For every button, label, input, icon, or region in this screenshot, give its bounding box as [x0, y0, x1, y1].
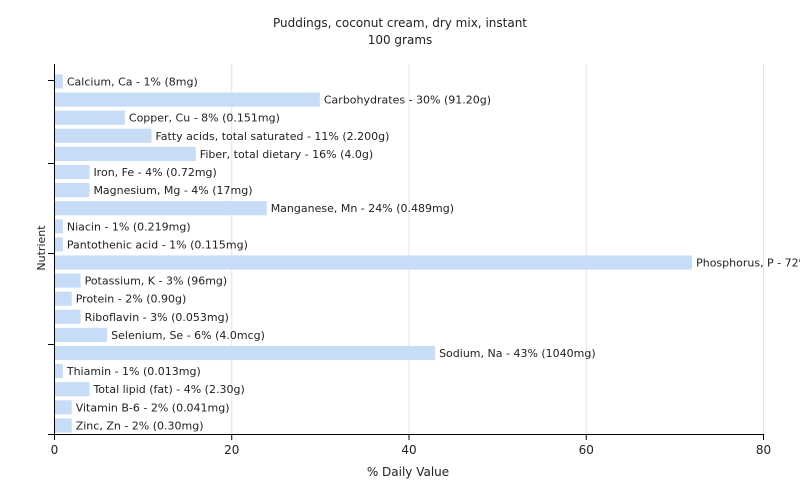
- bar-label: Niacin - 1% (0.219mg): [67, 220, 191, 233]
- x-tick-label: 20: [224, 443, 239, 457]
- bar-label: Iron, Fe - 4% (0.72mg): [93, 166, 216, 179]
- bar-label: Carbohydrates - 30% (91.20g): [324, 94, 491, 107]
- bar: [55, 400, 72, 415]
- axes: 0 20 40 60 80: [48, 64, 771, 457]
- chart-title: Puddings, coconut cream, dry mix, instan…: [273, 16, 527, 30]
- bar-label: Thiamin - 1% (0.013mg): [66, 365, 201, 378]
- bar: [55, 345, 436, 361]
- bar-label: Manganese, Mn - 24% (0.489mg): [271, 202, 454, 215]
- bar-label: Sodium, Na - 43% (1040mg): [439, 347, 596, 360]
- bar: [55, 146, 196, 161]
- bar-label: Selenium, Se - 6% (4.0mcg): [111, 329, 265, 342]
- bar: [55, 92, 320, 107]
- grid-lines: [54, 64, 764, 434]
- bar-label: Phosphorus, P - 72% (721mg): [696, 257, 800, 270]
- bar-labels: Calcium, Ca - 1% (8mg) Carbohydrates - 30…: [66, 76, 800, 433]
- x-tick-label: 0: [51, 443, 59, 457]
- bar-label: Total lipid (fat) - 4% (2.30g): [92, 383, 244, 396]
- bar: [55, 237, 63, 252]
- x-axis-label: % Daily Value: [367, 465, 449, 479]
- bars: [55, 74, 693, 433]
- bar-label: Fiber, total dietary - 16% (4.0g): [200, 148, 373, 161]
- bar: [55, 219, 63, 234]
- bar: [55, 273, 81, 288]
- chart-subtitle: 100 grams: [368, 33, 433, 47]
- bar: [55, 291, 72, 306]
- bar: [55, 164, 90, 180]
- bar-label: Fatty acids, total saturated - 11% (2.20…: [155, 130, 389, 143]
- bar: [55, 74, 63, 89]
- bar: [55, 183, 90, 198]
- bar-label: Magnesium, Mg - 4% (17mg): [93, 184, 252, 197]
- x-tick-label: 60: [579, 443, 594, 457]
- bar: [55, 327, 108, 342]
- y-axis-label: Nutrient: [35, 225, 48, 271]
- bar-label: Riboflavin - 3% (0.053mg): [85, 311, 229, 324]
- bar-label: Potassium, K - 3% (96mg): [85, 275, 228, 288]
- bar-label: Protein - 2% (0.90g): [76, 293, 187, 306]
- bar: [55, 255, 693, 270]
- bar-label: Copper, Cu - 8% (0.151mg): [129, 112, 280, 125]
- bar: [55, 128, 152, 143]
- bar-label: Zinc, Zn - 2% (0.30mg): [76, 419, 204, 432]
- bar: [55, 364, 63, 379]
- bar-label: Calcium, Ca - 1% (8mg): [67, 76, 198, 89]
- bar: [55, 382, 90, 397]
- x-tick-label: 40: [401, 443, 416, 457]
- bar: [55, 110, 125, 125]
- x-tick-label: 80: [756, 443, 771, 457]
- bar: [55, 201, 267, 216]
- bar-label: Pantothenic acid - 1% (0.115mg): [67, 238, 248, 251]
- bar: [55, 309, 81, 324]
- bar-label: Vitamin B-6 - 2% (0.041mg): [76, 401, 230, 414]
- bar: [55, 418, 72, 433]
